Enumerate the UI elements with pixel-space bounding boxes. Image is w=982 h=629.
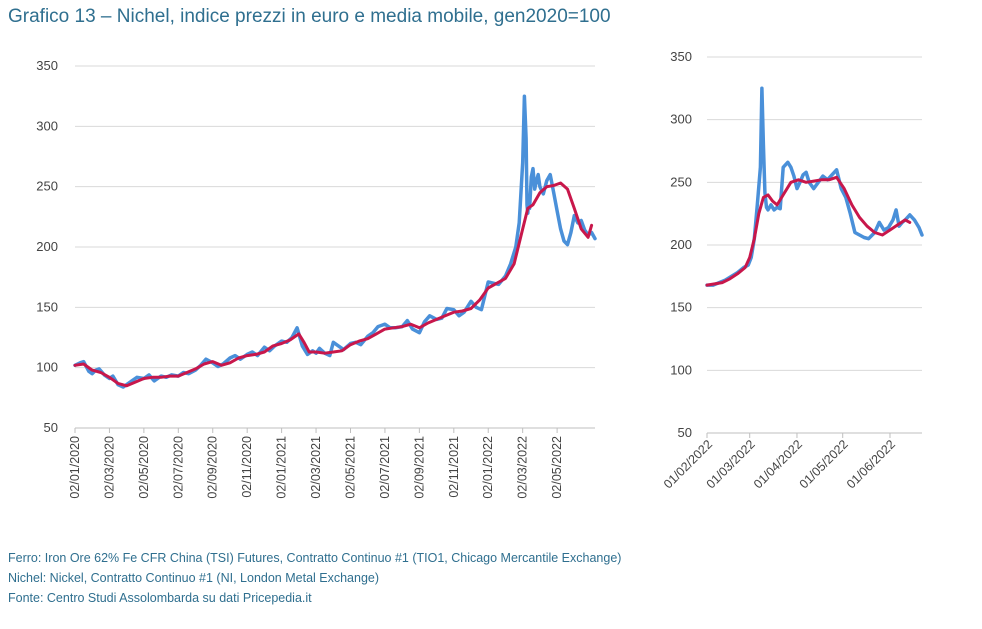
x-tick-label: 02/09/2020 [206, 436, 220, 499]
x-tick-label: 02/11/2021 [447, 436, 461, 498]
x-tick-label: 02/07/2021 [378, 436, 392, 499]
y-tick-label-100: 100 [36, 360, 58, 375]
x-tick-label: 02/01/2022 [481, 436, 495, 499]
y-tick-label-350: 350 [36, 58, 58, 73]
y-tick-label-250: 250 [36, 179, 58, 194]
x-tick-label: 02/01/2020 [68, 436, 82, 499]
x-tick-label: 02/03/2020 [102, 436, 116, 499]
series-line-price-index [73, 94, 597, 389]
y-tick-label-300: 300 [36, 118, 58, 133]
footnote-ferro: Ferro: Iron Ore 62% Fe CFR China (TSI) F… [8, 551, 622, 565]
series-line-moving-average [73, 181, 594, 388]
x-tick-label: 02/09/2021 [412, 436, 426, 499]
footnote-source: Fonte: Centro Studi Assolombarda su dati… [8, 591, 312, 605]
x-tick-label: 02/03/2021 [309, 436, 323, 499]
x-tick-label: 02/11/2020 [240, 436, 254, 498]
x-tick-label: 02/05/2022 [550, 436, 564, 499]
x-tick-label: 02/05/2021 [343, 436, 357, 499]
x-tick-label: 02/07/2020 [171, 436, 185, 499]
footnotes: Ferro: Iron Ore 62% Fe CFR China (TSI) F… [8, 548, 621, 608]
chart-title: Grafico 13 – Nichel, indice prezzi in eu… [8, 6, 611, 27]
y-tick-label-50: 50 [44, 420, 58, 435]
x-tick-label: 02/03/2022 [516, 436, 530, 499]
y-tick-label-200: 200 [36, 239, 58, 254]
x-tick-label: 02/05/2020 [137, 436, 151, 499]
x-tick-label: 02/01/2021 [275, 436, 289, 499]
y-tick-label-150: 150 [36, 299, 58, 314]
footnote-nichel: Nichel: Nickel, Contratto Continuo #1 (N… [8, 571, 380, 585]
